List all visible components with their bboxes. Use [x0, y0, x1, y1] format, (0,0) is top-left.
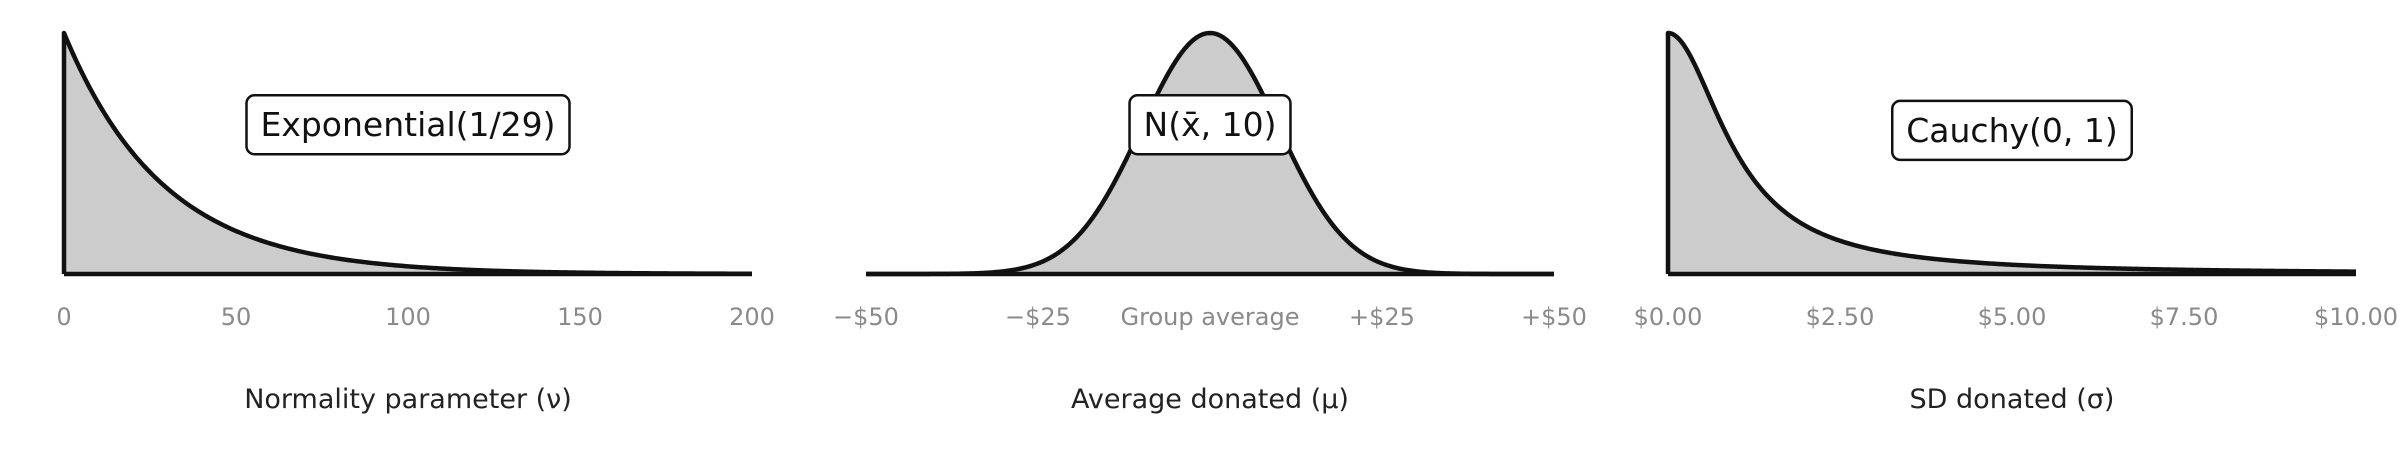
- exponential-label-box: [245, 93, 571, 156]
- x-tick-label: 50: [221, 303, 252, 331]
- x-tick-label: $10.00: [2314, 303, 2398, 331]
- x-tick-label: +$50: [1521, 303, 1587, 331]
- x-tick-label: 150: [557, 303, 603, 331]
- exponential-prior-panel: 0 50 100 150 200 Exponential(1/29) Normality…: [56, 30, 775, 415]
- normal-x-axis-title: Average donated (μ): [1071, 384, 1349, 415]
- normal-x-axis-ticks: −$50 −$25 Group average +$25 +$50: [833, 303, 1587, 331]
- exponential-label: Exponential(1/29): [245, 93, 571, 156]
- x-tick-label: $0.00: [1634, 303, 1703, 331]
- cauchy-density-curve: [1665, 30, 2357, 274]
- x-tick-label: −$50: [833, 303, 899, 331]
- exponential-label-text: Exponential(1/29): [260, 105, 555, 144]
- cauchy-label-text: Cauchy(0, 1): [1906, 111, 2118, 150]
- x-tick-label: $7.50: [2150, 303, 2219, 331]
- cauchy-x-axis-title: SD donated (σ): [1910, 384, 2115, 415]
- cauchy-label: Cauchy(0, 1): [1891, 99, 2133, 162]
- normal-label-box: [1128, 93, 1292, 156]
- exponential-density-area: [64, 33, 752, 274]
- cauchy-prior-panel: $0.00 $2.50 $5.00 $7.50 $10.00 Cauchy(0, 1) …: [1634, 30, 2398, 415]
- x-tick-label: $5.00: [1978, 303, 2047, 331]
- normal-label-text: N(x̄, 10): [1144, 105, 1277, 144]
- x-tick-label: 0: [56, 303, 71, 331]
- x-tick-label: +$25: [1349, 303, 1415, 331]
- cauchy-x-axis-ticks: $0.00 $2.50 $5.00 $7.50 $10.00: [1634, 303, 2398, 331]
- exponential-x-axis-title: Normality parameter (ν): [244, 384, 572, 415]
- x-tick-label: −$25: [1005, 303, 1071, 331]
- normal-label: N(x̄, 10): [1128, 93, 1292, 156]
- exponential-x-axis-ticks: 0 50 100 150 200: [56, 303, 775, 331]
- x-tick-label: 200: [729, 303, 775, 331]
- x-tick-label: Group average: [1121, 303, 1300, 331]
- cauchy-label-box: [1891, 99, 2133, 162]
- x-tick-label: 100: [385, 303, 431, 331]
- cauchy-density-area: [1668, 33, 2356, 274]
- normal-prior-panel: −$50 −$25 Group average +$25 +$50 N(x̄, 10) …: [833, 30, 1587, 415]
- x-tick-label: $2.50: [1806, 303, 1875, 331]
